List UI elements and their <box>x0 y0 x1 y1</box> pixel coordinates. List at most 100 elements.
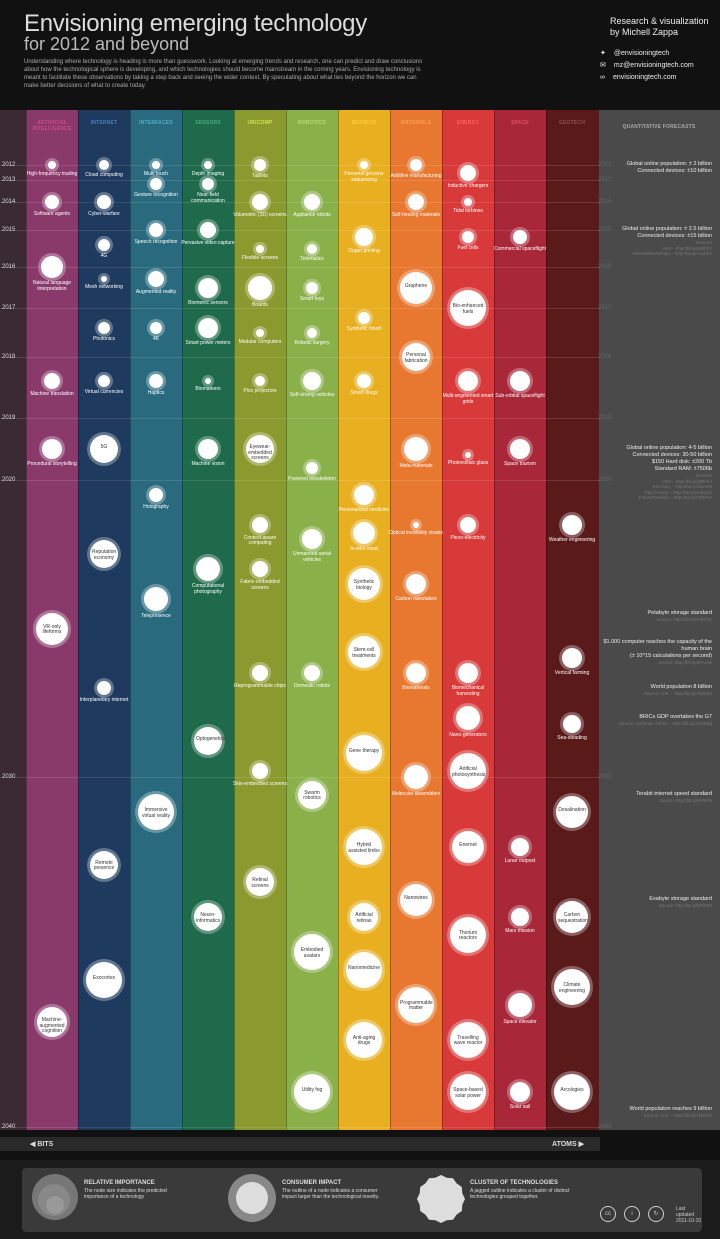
technology-node[interactable] <box>148 271 164 288</box>
technology-node[interactable] <box>450 753 486 790</box>
technology-node[interactable] <box>304 665 320 682</box>
technology-node[interactable] <box>346 951 382 988</box>
technology-node[interactable] <box>149 223 163 237</box>
technology-node[interactable] <box>556 796 588 828</box>
technology-node[interactable] <box>460 516 476 533</box>
technology-node[interactable] <box>194 727 222 756</box>
technology-node[interactable] <box>358 311 370 324</box>
technology-node[interactable] <box>202 178 214 191</box>
technology-node[interactable] <box>360 161 368 169</box>
technology-node[interactable] <box>294 1074 330 1110</box>
technology-node[interactable] <box>458 371 478 392</box>
technology-node[interactable] <box>307 243 317 254</box>
technology-node[interactable] <box>204 161 212 169</box>
technology-node[interactable] <box>90 850 118 879</box>
technology-node[interactable] <box>456 705 480 730</box>
technology-node[interactable] <box>460 164 476 181</box>
technology-node[interactable] <box>510 371 530 392</box>
technology-node[interactable] <box>198 317 218 338</box>
technology-node[interactable] <box>254 159 266 171</box>
technology-node[interactable] <box>138 794 174 830</box>
technology-node[interactable] <box>294 934 330 970</box>
technology-node[interactable] <box>200 222 216 238</box>
technology-node[interactable] <box>562 514 582 535</box>
technology-node[interactable] <box>36 612 68 645</box>
technology-node[interactable] <box>86 962 122 998</box>
technology-node[interactable] <box>355 228 373 247</box>
technology-node[interactable] <box>255 376 265 387</box>
technology-node[interactable] <box>97 195 111 209</box>
technology-node[interactable] <box>510 1082 530 1102</box>
technology-node[interactable] <box>404 437 428 461</box>
technology-node[interactable] <box>350 903 378 931</box>
technology-node[interactable] <box>97 680 111 695</box>
technology-node[interactable] <box>406 663 426 684</box>
technology-node[interactable] <box>307 327 317 338</box>
technology-node[interactable] <box>205 378 211 385</box>
technology-node[interactable] <box>346 735 382 772</box>
technology-node[interactable] <box>48 161 56 169</box>
technology-node[interactable] <box>348 636 380 669</box>
technology-node[interactable] <box>98 238 110 251</box>
technology-node[interactable] <box>302 529 322 550</box>
technology-node[interactable] <box>357 374 371 389</box>
technology-node[interactable] <box>150 321 162 334</box>
technology-node[interactable] <box>42 439 62 459</box>
technology-node[interactable] <box>252 561 268 578</box>
email-link[interactable]: mz@envisioningtech.com <box>613 62 694 69</box>
technology-node[interactable] <box>252 516 268 533</box>
technology-node[interactable] <box>99 160 109 170</box>
twitter-link[interactable]: @envisioningtech <box>613 50 670 57</box>
technology-node[interactable] <box>554 969 590 1005</box>
technology-node[interactable] <box>98 375 110 388</box>
technology-node[interactable] <box>510 439 530 459</box>
technology-node[interactable] <box>450 1074 486 1110</box>
technology-node[interactable] <box>508 992 532 1017</box>
technology-node[interactable] <box>402 343 430 371</box>
technology-node[interactable] <box>252 194 268 210</box>
website-link[interactable]: envisioningtech.com <box>613 74 677 81</box>
technology-node[interactable] <box>413 521 419 528</box>
technology-node[interactable] <box>252 763 268 780</box>
technology-node[interactable] <box>404 765 428 789</box>
technology-node[interactable] <box>252 665 268 682</box>
technology-node[interactable] <box>556 901 588 933</box>
technology-node[interactable] <box>144 586 168 611</box>
technology-node[interactable] <box>37 1007 67 1037</box>
technology-node[interactable] <box>150 178 162 191</box>
technology-node[interactable] <box>398 986 434 1023</box>
technology-node[interactable] <box>194 903 222 931</box>
technology-node[interactable] <box>562 648 582 669</box>
technology-node[interactable] <box>458 663 478 684</box>
technology-node[interactable] <box>101 276 107 283</box>
technology-node[interactable] <box>45 195 59 209</box>
technology-node[interactable] <box>90 435 118 463</box>
technology-node[interactable] <box>44 373 60 390</box>
technology-node[interactable] <box>304 194 320 210</box>
technology-node[interactable] <box>513 230 527 245</box>
technology-node[interactable] <box>149 487 163 502</box>
technology-node[interactable] <box>306 281 318 294</box>
technology-node[interactable] <box>450 916 486 953</box>
technology-node[interactable] <box>198 277 218 298</box>
technology-node[interactable] <box>90 540 118 569</box>
technology-node[interactable] <box>41 256 63 278</box>
technology-node[interactable] <box>400 883 432 916</box>
technology-node[interactable] <box>408 194 424 210</box>
technology-node[interactable] <box>400 271 432 304</box>
technology-node[interactable] <box>298 780 326 809</box>
technology-node[interactable] <box>196 557 220 582</box>
technology-node[interactable] <box>554 1074 590 1110</box>
technology-node[interactable] <box>246 868 274 896</box>
technology-node[interactable] <box>462 231 474 244</box>
technology-node[interactable] <box>410 159 422 171</box>
technology-node[interactable] <box>353 522 375 545</box>
technology-node[interactable] <box>152 161 160 169</box>
technology-node[interactable] <box>198 439 218 459</box>
technology-node[interactable] <box>346 829 382 865</box>
technology-node[interactable] <box>406 573 426 594</box>
technology-node[interactable] <box>348 567 380 600</box>
technology-node[interactable] <box>306 461 318 474</box>
technology-node[interactable] <box>450 290 486 326</box>
technology-node[interactable] <box>303 372 321 391</box>
